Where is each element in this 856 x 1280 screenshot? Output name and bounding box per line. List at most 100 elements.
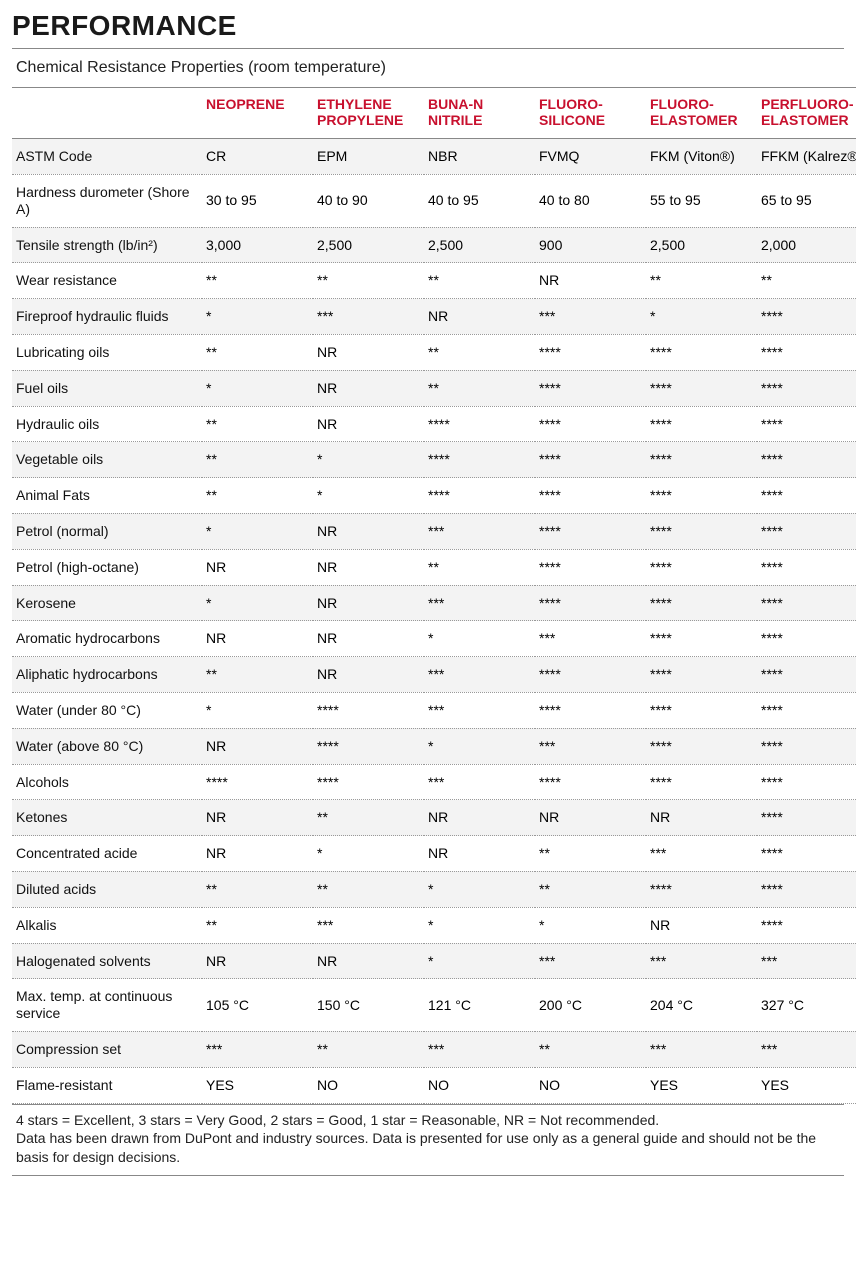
row-label: Water (under 80 °C) bbox=[12, 692, 202, 728]
cell-value: 2,500 bbox=[646, 227, 757, 263]
cell-value: **** bbox=[424, 442, 535, 478]
cell-value: * bbox=[202, 692, 313, 728]
cell-value: ** bbox=[535, 871, 646, 907]
cell-value: ** bbox=[424, 549, 535, 585]
cell-value: *** bbox=[313, 907, 424, 943]
cell-value: **** bbox=[646, 334, 757, 370]
row-label: Petrol (high-octane) bbox=[12, 549, 202, 585]
row-label: Max. temp. at continuous service bbox=[12, 979, 202, 1032]
cell-value: NR bbox=[535, 800, 646, 836]
cell-value: 2,500 bbox=[313, 227, 424, 263]
row-label: Alkalis bbox=[12, 907, 202, 943]
cell-value: ** bbox=[202, 442, 313, 478]
cell-value: NR bbox=[202, 621, 313, 657]
cell-value: NO bbox=[424, 1067, 535, 1103]
cell-value: **** bbox=[535, 442, 646, 478]
cell-value: **** bbox=[424, 478, 535, 514]
row-label: Concentrated acide bbox=[12, 836, 202, 872]
table-row: Concentrated acideNR*NR********* bbox=[12, 836, 856, 872]
cell-value: 150 °C bbox=[313, 979, 424, 1032]
table-row: Hydraulic oils**NR**************** bbox=[12, 406, 856, 442]
cell-value: ** bbox=[535, 836, 646, 872]
cell-value: ** bbox=[424, 370, 535, 406]
cell-value: *** bbox=[646, 1031, 757, 1067]
col-header: ETHYLENE PROPYLENE bbox=[313, 88, 424, 139]
cell-value: * bbox=[424, 943, 535, 979]
cell-value: NR bbox=[202, 943, 313, 979]
cell-value: **** bbox=[646, 406, 757, 442]
cell-value: NO bbox=[313, 1067, 424, 1103]
cell-value: **** bbox=[757, 549, 856, 585]
cell-value: **** bbox=[313, 764, 424, 800]
cell-value: * bbox=[202, 299, 313, 335]
cell-value: NR bbox=[424, 299, 535, 335]
cell-value: **** bbox=[313, 728, 424, 764]
row-label: Vegetable oils bbox=[12, 442, 202, 478]
cell-value: **** bbox=[757, 442, 856, 478]
table-row: Water (above 80 °C)NR**************** bbox=[12, 728, 856, 764]
cell-value: **** bbox=[646, 621, 757, 657]
col-header: FLUORO-SILICONE bbox=[535, 88, 646, 139]
table-row: Lubricating oils**NR************** bbox=[12, 334, 856, 370]
cell-value: **** bbox=[646, 728, 757, 764]
cell-value: **** bbox=[646, 764, 757, 800]
cell-value: ** bbox=[757, 263, 856, 299]
cell-value: ** bbox=[313, 871, 424, 907]
table-row: Alcohols*********************** bbox=[12, 764, 856, 800]
cell-value: ** bbox=[202, 478, 313, 514]
cell-value: NR bbox=[424, 800, 535, 836]
cell-value: **** bbox=[646, 692, 757, 728]
cell-value: 30 to 95 bbox=[202, 174, 313, 227]
cell-value: 40 to 95 bbox=[424, 174, 535, 227]
cell-value: * bbox=[313, 478, 424, 514]
cell-value: *** bbox=[757, 943, 856, 979]
cell-value: CR bbox=[202, 139, 313, 175]
table-row: Halogenated solventsNRNR********** bbox=[12, 943, 856, 979]
cell-value: NR bbox=[535, 263, 646, 299]
cell-value: NR bbox=[202, 728, 313, 764]
col-header: FLUORO-ELASTOMER bbox=[646, 88, 757, 139]
cell-value: * bbox=[424, 907, 535, 943]
cell-value: NR bbox=[646, 800, 757, 836]
table-row: Tensile strength (lb/in²)3,0002,5002,500… bbox=[12, 227, 856, 263]
cell-value: ** bbox=[202, 907, 313, 943]
cell-value: **** bbox=[646, 657, 757, 693]
row-label: Animal Fats bbox=[12, 478, 202, 514]
row-label: Aliphatic hydrocarbons bbox=[12, 657, 202, 693]
table-row: Kerosene*NR*************** bbox=[12, 585, 856, 621]
cell-value: 2,500 bbox=[424, 227, 535, 263]
cell-value: **** bbox=[646, 442, 757, 478]
row-label: Flame-resistant bbox=[12, 1067, 202, 1103]
table-row: Water (under 80 °C)******************** bbox=[12, 692, 856, 728]
cell-value: 204 °C bbox=[646, 979, 757, 1032]
cell-value: *** bbox=[313, 299, 424, 335]
table-row: Fireproof hydraulic fluids****NR******** bbox=[12, 299, 856, 335]
cell-value: ** bbox=[424, 334, 535, 370]
cell-value: **** bbox=[757, 764, 856, 800]
table-row: Alkalis*******NR**** bbox=[12, 907, 856, 943]
cell-value: **** bbox=[535, 549, 646, 585]
cell-value: NR bbox=[313, 657, 424, 693]
cell-value: 3,000 bbox=[202, 227, 313, 263]
cell-value: EPM bbox=[313, 139, 424, 175]
row-label: Water (above 80 °C) bbox=[12, 728, 202, 764]
cell-value: **** bbox=[757, 657, 856, 693]
cell-value: NR bbox=[646, 907, 757, 943]
cell-value: * bbox=[313, 836, 424, 872]
cell-value: **** bbox=[757, 836, 856, 872]
cell-value: NR bbox=[313, 334, 424, 370]
col-header: BUNA-N NITRILE bbox=[424, 88, 535, 139]
cell-value: **** bbox=[535, 692, 646, 728]
table-row: Vegetable oils******************* bbox=[12, 442, 856, 478]
row-label: Hardness durometer (Shore A) bbox=[12, 174, 202, 227]
cell-value: *** bbox=[424, 513, 535, 549]
subtitle: Chemical Resistance Properties (room tem… bbox=[12, 49, 844, 87]
row-label: Fuel oils bbox=[12, 370, 202, 406]
cell-value: **** bbox=[757, 871, 856, 907]
row-label: Aromatic hydrocarbons bbox=[12, 621, 202, 657]
cell-value: YES bbox=[202, 1067, 313, 1103]
cell-value: NR bbox=[313, 513, 424, 549]
cell-value: ** bbox=[202, 334, 313, 370]
cell-value: *** bbox=[646, 836, 757, 872]
cell-value: **** bbox=[424, 406, 535, 442]
